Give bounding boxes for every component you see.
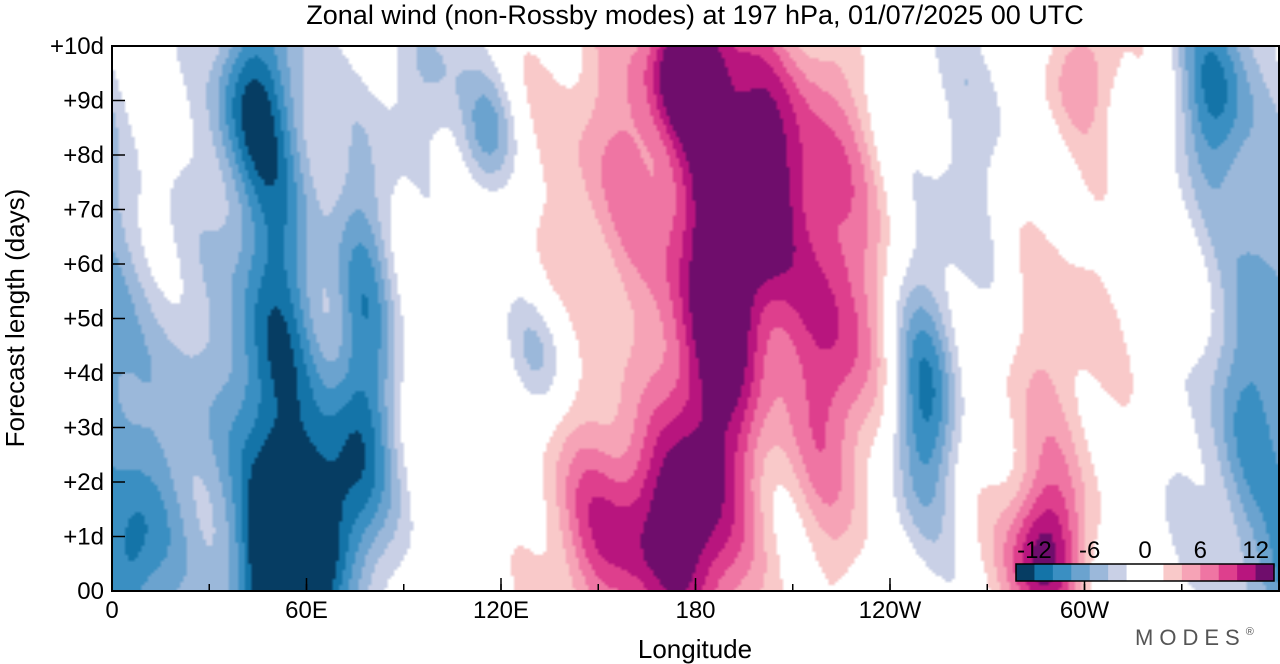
x-tick-label: 120W — [859, 597, 922, 624]
x-tick-label: 0 — [105, 597, 118, 624]
colorbar-swatch — [1163, 564, 1183, 581]
colorbar-swatch — [1237, 564, 1257, 581]
y-axis-label: Forecast length (days) — [0, 189, 30, 448]
colorbar-tick-label: 12 — [1242, 537, 1269, 564]
chart-title: Zonal wind (non-Rossby modes) at 197 hPa… — [306, 0, 1083, 30]
y-tick-label: +9d — [63, 88, 104, 115]
colorbar-swatch — [1126, 564, 1164, 581]
colorbar-swatch — [1016, 564, 1035, 581]
x-tick-label: 120E — [473, 597, 529, 624]
colorbar-tick-label: 0 — [1138, 537, 1151, 564]
brand-name: MODES — [1135, 625, 1246, 650]
y-tick-label: +2d — [63, 469, 104, 496]
wind-field-heatmap — [112, 46, 1279, 591]
colorbar-swatch — [1071, 564, 1091, 581]
x-axis: 0 60E 120E 180 120W 60W — [105, 578, 1183, 624]
colorbar-swatch — [1034, 564, 1054, 581]
colorbar-swatch — [1089, 564, 1109, 581]
plot-area — [111, 45, 1280, 592]
colorbar-tick-label: -6 — [1079, 537, 1100, 564]
colorbar-frame — [1015, 563, 1275, 582]
y-tick-label: +7d — [63, 197, 104, 224]
x-tick-label: 60E — [285, 597, 328, 624]
y-tick-label: +1d — [63, 524, 104, 551]
colorbar-swatch — [1200, 564, 1220, 581]
y-tick-label: +6d — [63, 251, 104, 278]
x-tick-label: 60W — [1060, 597, 1110, 624]
y-tick-label: +4d — [63, 360, 104, 387]
colorbar-swatch — [1218, 564, 1238, 581]
colorbar-swatch — [1181, 564, 1201, 581]
colorbar-swatch — [1255, 564, 1275, 581]
colorbar-swatch — [1108, 564, 1128, 581]
colorbar-tick-label: -12 — [1017, 537, 1052, 564]
colorbar-tick-label: 6 — [1194, 537, 1207, 564]
x-tick-label: 180 — [675, 597, 715, 624]
y-tick-label: +5d — [63, 306, 104, 333]
y-axis: 00 +1d +2d +3d +4d +5d +6d +7d +8d +9d +10d — [50, 33, 125, 605]
brand-logo: MODES® — [1135, 625, 1260, 650]
colorbar: -12 -6 0 6 12 — [1015, 537, 1275, 582]
y-tick-label: 00 — [77, 578, 104, 605]
colorbar-swatch — [1052, 564, 1072, 581]
x-axis-label: Longitude — [638, 634, 752, 664]
y-tick-label: +10d — [50, 33, 104, 60]
y-tick-label: +3d — [63, 415, 104, 442]
y-tick-label: +8d — [63, 142, 104, 169]
brand-mark: ® — [1246, 626, 1260, 638]
